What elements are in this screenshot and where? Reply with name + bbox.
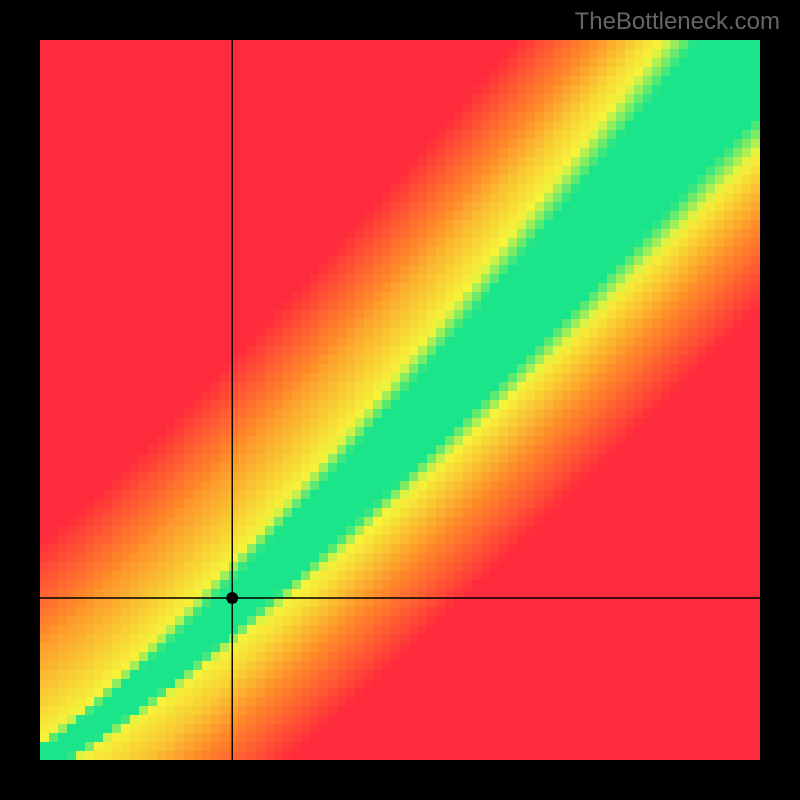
chart-container: TheBottleneck.com	[0, 0, 800, 800]
plot-area	[40, 40, 760, 760]
attribution-text: TheBottleneck.com	[575, 8, 780, 36]
heatmap-canvas	[40, 40, 760, 760]
